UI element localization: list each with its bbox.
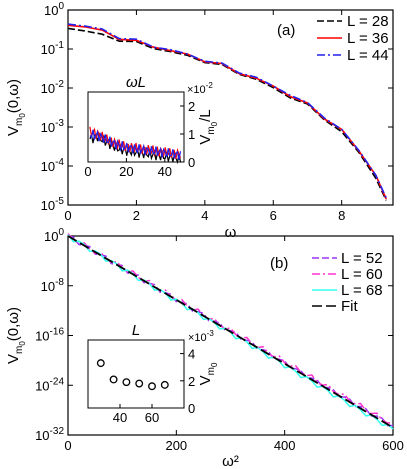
y-tick-label: 10-4 — [41, 157, 65, 174]
inset-y-axis-label: Vm0/L — [197, 109, 219, 144]
inset-x-tick-label: 20 — [119, 164, 133, 179]
y-tick-label: 10-5 — [41, 196, 65, 213]
y-tick-label: 10-16 — [35, 327, 64, 344]
x-tick-label: 600 — [382, 438, 404, 453]
inset-x-axis-label: ωL — [126, 74, 146, 91]
legend-label: L = 36 — [347, 30, 389, 47]
inset-data-point — [160, 380, 169, 389]
inset-y-tick-label: 2 — [188, 374, 195, 389]
inset-data-point — [109, 375, 118, 384]
x-tick-label: 4 — [201, 208, 208, 223]
inset-y-axis-label: Vm0 — [197, 362, 219, 385]
inset-y-tick-label: 2 — [188, 99, 195, 114]
y-tick-label: 10-1 — [41, 40, 65, 57]
legend-label: L = 68 — [341, 282, 383, 299]
x-axis-label: ω — [225, 224, 237, 241]
y-tick-label: 10-32 — [35, 426, 64, 443]
inset-x-tick-label: 0 — [84, 164, 91, 179]
inset-x-tick-label: 40 — [113, 410, 127, 425]
x-axis-label: ω² — [222, 453, 239, 469]
x-tick-label: 200 — [165, 438, 187, 453]
y-tick-label: 100 — [44, 227, 64, 244]
y-axis-label: Vm0(0,ω) — [5, 79, 27, 136]
inset-data-point — [96, 359, 105, 368]
series-line — [67, 235, 394, 427]
panel-tag-a: (a) — [277, 22, 295, 39]
x-tick-label: 8 — [338, 208, 345, 223]
inset-data-point — [135, 379, 144, 388]
legend-label: L = 52 — [341, 250, 383, 267]
y-tick-label: 10-8 — [41, 277, 65, 294]
x-tick-label: 0 — [64, 208, 71, 223]
y-tick-label: 10-3 — [41, 118, 65, 135]
y-tick-label: 10-24 — [35, 376, 64, 393]
series-line — [67, 235, 394, 429]
x-tick-label: 0 — [64, 438, 71, 453]
y-axis-label: Vm0(0,ω) — [5, 307, 27, 364]
inset-data-point — [122, 378, 131, 387]
inset-x-tick-label: 60 — [145, 410, 159, 425]
inset-y-tick-label: 4 — [188, 347, 195, 362]
inset-multiplier: ×10-2 — [187, 81, 213, 96]
legend-label: Fit — [341, 298, 358, 315]
inset-y-tick-label: 0 — [188, 401, 195, 416]
y-tick-label: 10-2 — [41, 79, 65, 96]
plot-frame-a — [67, 9, 394, 206]
panel-tag-b: (b) — [270, 255, 288, 272]
inset-x-axis-label: L — [132, 322, 140, 339]
y-tick-label: 100 — [44, 1, 64, 18]
panel-a: 0 2 4 6 810-510-410-310-210-1100ωVm0(0,ω)(a)… — [5, 1, 394, 241]
legend-label: L = 44 — [347, 47, 389, 64]
x-tick-label: 2 — [133, 208, 140, 223]
x-tick-label: 6 — [270, 208, 277, 223]
inset-series-line — [89, 129, 182, 160]
inset-x-tick-label: 40 — [158, 164, 172, 179]
inset-data-point — [148, 382, 156, 391]
x-tick-label: 400 — [274, 438, 296, 453]
inset-y-tick-label: 0 — [188, 155, 195, 170]
legend-label: L = 28 — [347, 13, 389, 30]
inset-series-line — [89, 132, 182, 165]
inset-frame-b — [87, 339, 185, 409]
inset-multiplier: ×10-3 — [188, 329, 214, 344]
series-line — [67, 27, 387, 201]
legend-label: L = 60 — [341, 266, 383, 283]
series-line — [67, 23, 387, 199]
inset-y-tick-label: 1 — [188, 127, 195, 142]
panel-b: 0 200 400 60010-3210-2410-1610-8100ω²Vm0(0,… — [5, 227, 404, 469]
